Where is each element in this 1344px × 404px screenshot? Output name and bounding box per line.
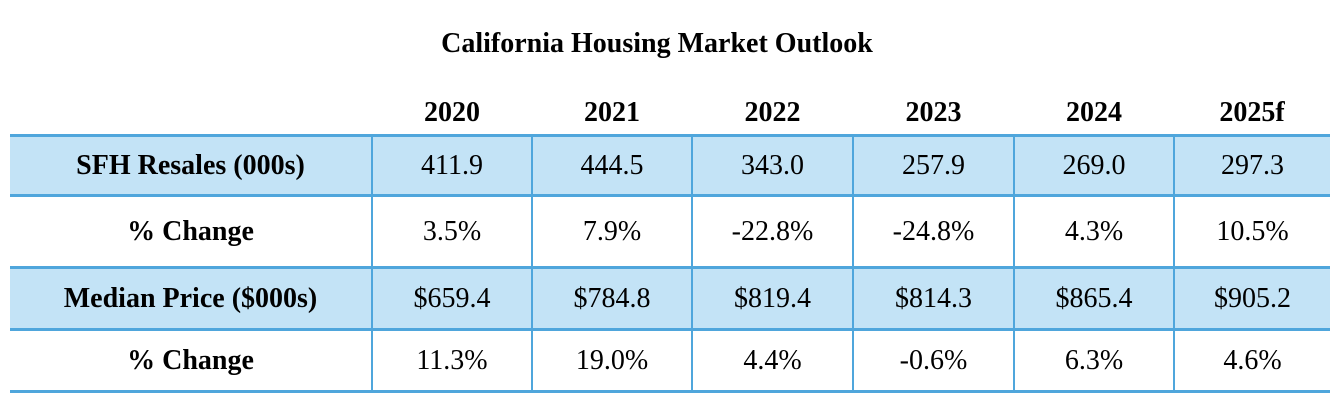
table-cell: 444.5 bbox=[531, 135, 692, 197]
row-label: Median Price ($000s) bbox=[10, 267, 372, 331]
table-cell: 10.5% bbox=[1173, 195, 1330, 269]
table-cell: 6.3% bbox=[1013, 329, 1174, 393]
column-header: 2022 bbox=[692, 92, 853, 137]
chart-title: California Housing Market Outlook bbox=[441, 28, 873, 59]
table-cell: 19.0% bbox=[531, 329, 692, 393]
header-row: 2020 2021 2022 2023 2024 2025f bbox=[10, 92, 1330, 137]
table-row: % Change 11.3% 19.0% 4.4% -0.6% 6.3% 4.6… bbox=[10, 329, 1330, 393]
table-row: SFH Resales (000s) 411.9 444.5 343.0 257… bbox=[10, 135, 1330, 197]
row-label: % Change bbox=[10, 329, 372, 393]
table-row: % Change 3.5% 7.9% -22.8% -24.8% 4.3% 10… bbox=[10, 195, 1330, 269]
table-cell: 11.3% bbox=[371, 329, 532, 393]
table-row: Median Price ($000s) $659.4 $784.8 $819.… bbox=[10, 267, 1330, 331]
column-header: 2023 bbox=[853, 92, 1014, 137]
table-cell: 343.0 bbox=[691, 135, 853, 197]
row-label: % Change bbox=[10, 195, 372, 269]
table-cell: -0.6% bbox=[852, 329, 1014, 393]
header-corner bbox=[10, 92, 372, 137]
table-cell: 411.9 bbox=[371, 135, 532, 197]
table-cell: 3.5% bbox=[371, 195, 532, 269]
column-header: 2021 bbox=[532, 92, 692, 137]
table-cell: $865.4 bbox=[1013, 267, 1174, 331]
table-cell: 7.9% bbox=[531, 195, 692, 269]
column-header: 2024 bbox=[1014, 92, 1174, 137]
table-cell: 269.0 bbox=[1013, 135, 1174, 197]
table-cell: -22.8% bbox=[691, 195, 853, 269]
column-header: 2020 bbox=[372, 92, 532, 137]
table-cell: $819.4 bbox=[691, 267, 853, 331]
table-cell: $814.3 bbox=[852, 267, 1014, 331]
table-cell: $784.8 bbox=[531, 267, 692, 331]
table-cell: 4.4% bbox=[691, 329, 853, 393]
table-cell: 257.9 bbox=[852, 135, 1014, 197]
column-header: 2025f bbox=[1174, 92, 1330, 137]
table-cell: 4.3% bbox=[1013, 195, 1174, 269]
table-cell: $659.4 bbox=[371, 267, 532, 331]
housing-outlook-table: 2020 2021 2022 2023 2024 2025f SFH Resal… bbox=[10, 92, 1330, 393]
table-cell: 4.6% bbox=[1173, 329, 1330, 393]
table-cell: $905.2 bbox=[1173, 267, 1330, 331]
table-cell: 297.3 bbox=[1173, 135, 1330, 197]
row-label: SFH Resales (000s) bbox=[10, 135, 372, 197]
table-cell: -24.8% bbox=[852, 195, 1014, 269]
